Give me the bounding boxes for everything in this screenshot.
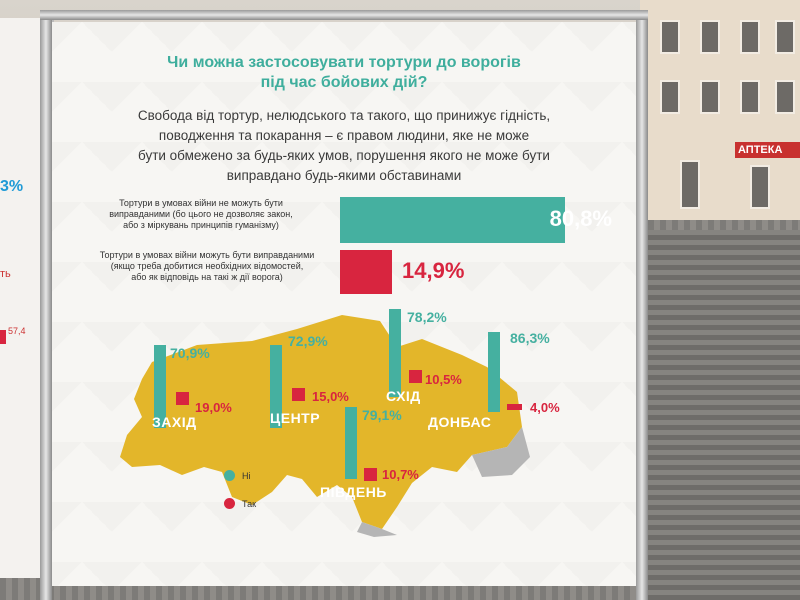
left-banner-bar (0, 330, 6, 344)
frame-pole-left (40, 10, 52, 600)
crimea-area (357, 522, 397, 537)
region-yes-label: 19,0% (195, 400, 232, 415)
statement-no-line: або з міркувань принципів гуманізму) (123, 220, 279, 230)
region-no-label: 79,1% (362, 407, 402, 423)
banner-title-line2: під час бойових дій? (260, 74, 428, 91)
frame-pole-top (40, 10, 648, 20)
region-no-bar (389, 309, 401, 397)
banner-subtitle-line: Свобода від тортур, нелюдського та таког… (137, 108, 551, 123)
shop-sign: АПТЕКА (735, 142, 800, 158)
left-banner-value: 57,4 (8, 326, 26, 336)
left-banner-pct: 3% (0, 178, 24, 195)
region-yes-marker (409, 370, 422, 383)
region-name: ДОНБАС (428, 414, 492, 430)
region-yes-label: 15,0% (312, 389, 349, 404)
donbas-occupied-area (472, 427, 530, 477)
total-no-bar (340, 197, 565, 243)
statement-no-line: виправданими (бо цього не дозволяє закон… (109, 209, 293, 219)
region-yes-label: 10,5% (425, 372, 462, 387)
region-no-bar (345, 407, 357, 479)
region-name: ЗАХІД (152, 414, 197, 430)
region-yes-marker (364, 468, 377, 481)
ukraine-map (120, 315, 530, 537)
total-yes-bar (340, 250, 392, 294)
legend-no-dot (224, 470, 235, 481)
region-yes-marker (176, 392, 189, 405)
region-no-bar (488, 332, 500, 412)
region-yes-label: 4,0% (530, 400, 560, 415)
region-no-label: 78,2% (407, 309, 447, 325)
background-ground (640, 230, 800, 600)
total-no-label: 80,8% (549, 206, 612, 231)
survey-banner: Чи можна застосовувати тортури до ворогі… (52, 22, 636, 586)
statement-yes-line: або як відповідь на такі ж дії ворога) (131, 272, 283, 282)
banner-title-line1: Чи можна застосовувати тортури до ворогі… (167, 54, 521, 71)
statement-no-line: Тортури в умовах війни не можуть бути (119, 198, 283, 208)
statement-yes: Тортури в умовах війни можуть бути випра… (76, 250, 338, 283)
region-name: СХІД (386, 388, 421, 404)
region-yes-marker (507, 404, 522, 410)
region-no-label: 86,3% (510, 330, 550, 346)
region-no-bar (154, 345, 166, 428)
region-no-label: 72,9% (288, 333, 328, 349)
legend-no-label: Ні (242, 471, 251, 481)
statement-yes-line: (якщо треба добитися необхідних відомост… (110, 261, 304, 271)
region-name: ЦЕНТР (270, 410, 321, 426)
total-yes-label: 14,9% (402, 258, 465, 283)
region-yes-label: 10,7% (382, 467, 419, 482)
banner-subtitle-line: виправдано будь-якими обставинами (226, 168, 462, 183)
left-banner-word: ть (0, 268, 11, 280)
statement-yes-line: Тортури в умовах війни можуть бути випра… (99, 250, 315, 260)
frame-pole-right (636, 10, 648, 600)
region-no-bar (270, 345, 282, 428)
statement-no: Тортури в умовах війни не можуть бути ви… (76, 198, 326, 231)
legend-yes-label: Так (242, 499, 257, 509)
banner-subtitle-line: бути обмежено за будь-яких умов, порушен… (138, 148, 550, 163)
ukraine-map-body (120, 315, 522, 529)
legend-yes-dot (224, 498, 235, 509)
background-building (640, 0, 800, 220)
banner-subtitle-line: поводження та покарання – є правом людин… (158, 128, 530, 143)
region-name: ПІВДЕНЬ (320, 484, 387, 500)
region-no-label: 70,9% (170, 345, 210, 361)
region-yes-marker (292, 388, 305, 401)
